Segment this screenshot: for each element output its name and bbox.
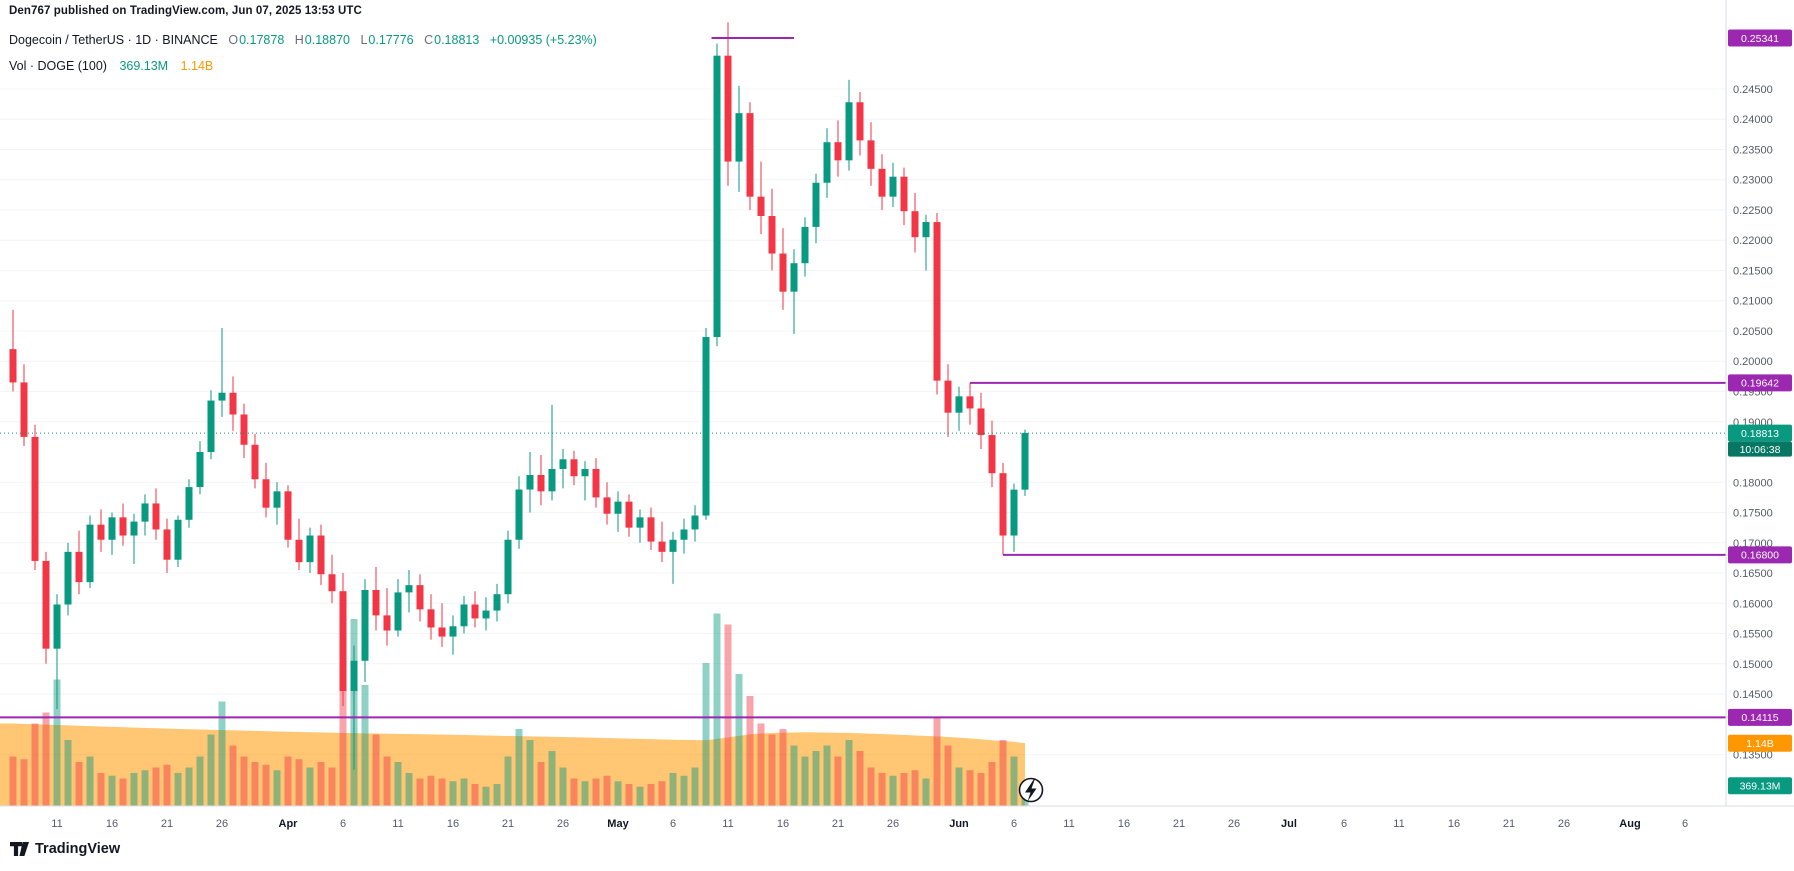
svg-text:21: 21 [161,818,173,830]
svg-text:26: 26 [1228,818,1240,830]
candles [9,22,1029,770]
svg-text:16: 16 [447,818,459,830]
volume-bars [9,613,1029,806]
svg-text:26: 26 [1558,818,1570,830]
svg-text:21: 21 [832,818,844,830]
volume-indicator-label: Vol · DOGE (100) [9,59,107,73]
svg-text:0.21000: 0.21000 [1733,296,1773,308]
svg-text:26: 26 [216,818,228,830]
svg-text:0.20500: 0.20500 [1733,326,1773,338]
price-axis[interactable]: 0.24500 0.24000 0.23500 0.23000 0.22500 0.220… [1733,84,1773,762]
svg-text:16: 16 [106,818,118,830]
svg-text:0.15500: 0.15500 [1733,629,1773,641]
svg-text:0.18000: 0.18000 [1733,477,1773,489]
ohlc-values: O0.17878 H0.18870 L0.17776 C0.18813 +0.0… [221,33,596,47]
svg-text:0.23500: 0.23500 [1733,144,1773,156]
svg-text:May: May [607,818,629,830]
svg-text:16: 16 [777,818,789,830]
svg-text:11: 11 [1063,818,1074,830]
svg-text:16: 16 [1448,818,1460,830]
svg-text:0.21500: 0.21500 [1733,265,1773,277]
svg-text:10:06:38: 10:06:38 [1740,444,1781,456]
svg-text:0.24000: 0.24000 [1733,114,1773,126]
svg-text:16: 16 [1118,818,1130,830]
ohlc-high-label: H [294,33,304,47]
svg-text:0.15000: 0.15000 [1733,659,1773,671]
svg-text:Aug: Aug [1619,818,1640,830]
svg-text:6: 6 [1682,818,1688,830]
publish-info: Den767 published on TradingView.com, Jun… [9,5,362,17]
volume-current-value: 369.13M [119,59,169,73]
change-value: +0.00935 (+5.23%) [489,33,597,47]
ohlc-open-value: 0.17878 [239,33,285,47]
svg-text:0.24500: 0.24500 [1733,84,1773,96]
lightning-icon [1025,779,1037,802]
svg-text:26: 26 [887,818,899,830]
svg-text:0.16500: 0.16500 [1733,568,1773,580]
svg-text:21: 21 [502,818,514,830]
svg-text:6: 6 [670,818,676,830]
svg-text:0.18813: 0.18813 [1741,428,1779,440]
svg-text:Jul: Jul [1281,818,1297,830]
svg-text:11: 11 [51,818,62,830]
symbol-legend[interactable]: Dogecoin / TetherUS · 1D · BINANCE O0.17… [9,33,597,47]
svg-text:0.14500: 0.14500 [1733,689,1773,701]
publish-marker[interactable] [1018,777,1044,803]
tradingview-logo-icon [10,842,29,856]
volume-ma-value: 1.14B [180,59,214,73]
horizontal-price-lines[interactable] [0,37,1726,719]
ohlc-high-value: 0.18870 [304,33,350,47]
svg-text:0.14115: 0.14115 [1741,712,1778,724]
volume-ma-area [0,723,1025,806]
svg-text:21: 21 [1503,818,1515,830]
symbol-title: Dogecoin / TetherUS · 1D · BINANCE [9,33,218,47]
svg-text:Jun: Jun [949,818,969,830]
brand-name: TradingView [35,841,121,857]
svg-text:0.22500: 0.22500 [1733,205,1773,217]
svg-text:0.19642: 0.19642 [1741,378,1779,390]
svg-text:0.16800: 0.16800 [1741,550,1779,562]
svg-text:11: 11 [1393,818,1404,830]
ohlc-low-value: 0.17776 [368,33,414,47]
svg-text:11: 11 [392,818,403,830]
svg-text:0.25341: 0.25341 [1741,33,1779,45]
svg-text:1.14B: 1.14B [1746,738,1773,750]
svg-text:0.23000: 0.23000 [1733,175,1773,187]
tradingview-attribution[interactable]: TradingView [10,841,120,857]
svg-text:6: 6 [340,818,346,830]
price-axis-badges: 0.25341 0.19642 0.16800 0.14115 0.18813 10:06… [1728,29,1792,795]
svg-text:0.17500: 0.17500 [1733,508,1773,520]
svg-text:6: 6 [1011,818,1017,830]
svg-text:0.16000: 0.16000 [1733,598,1773,610]
volume-legend[interactable]: Vol · DOGE (100) 369.13M 1.14B [9,59,213,73]
svg-text:Apr: Apr [279,818,299,830]
svg-text:11: 11 [722,818,733,830]
svg-text:21: 21 [1173,818,1185,830]
svg-text:6: 6 [1341,818,1347,830]
time-axis[interactable]: 11 16 21 26 Apr 6 11 16 21 26 May 6 11 16 21 26 Jun 6 11 16… [51,818,1688,830]
svg-text:0.20000: 0.20000 [1733,356,1773,368]
ohlc-close-value: 0.18813 [434,33,480,47]
svg-text:26: 26 [557,818,569,830]
ohlc-open-label: O [228,33,239,47]
price-gridlines [0,88,1726,756]
svg-text:369.13M: 369.13M [1740,780,1781,792]
svg-text:0.13500: 0.13500 [1733,750,1773,762]
ohlc-low-label: L [360,33,368,47]
svg-text:0.22000: 0.22000 [1733,235,1773,247]
ohlc-close-label: C [424,33,434,47]
